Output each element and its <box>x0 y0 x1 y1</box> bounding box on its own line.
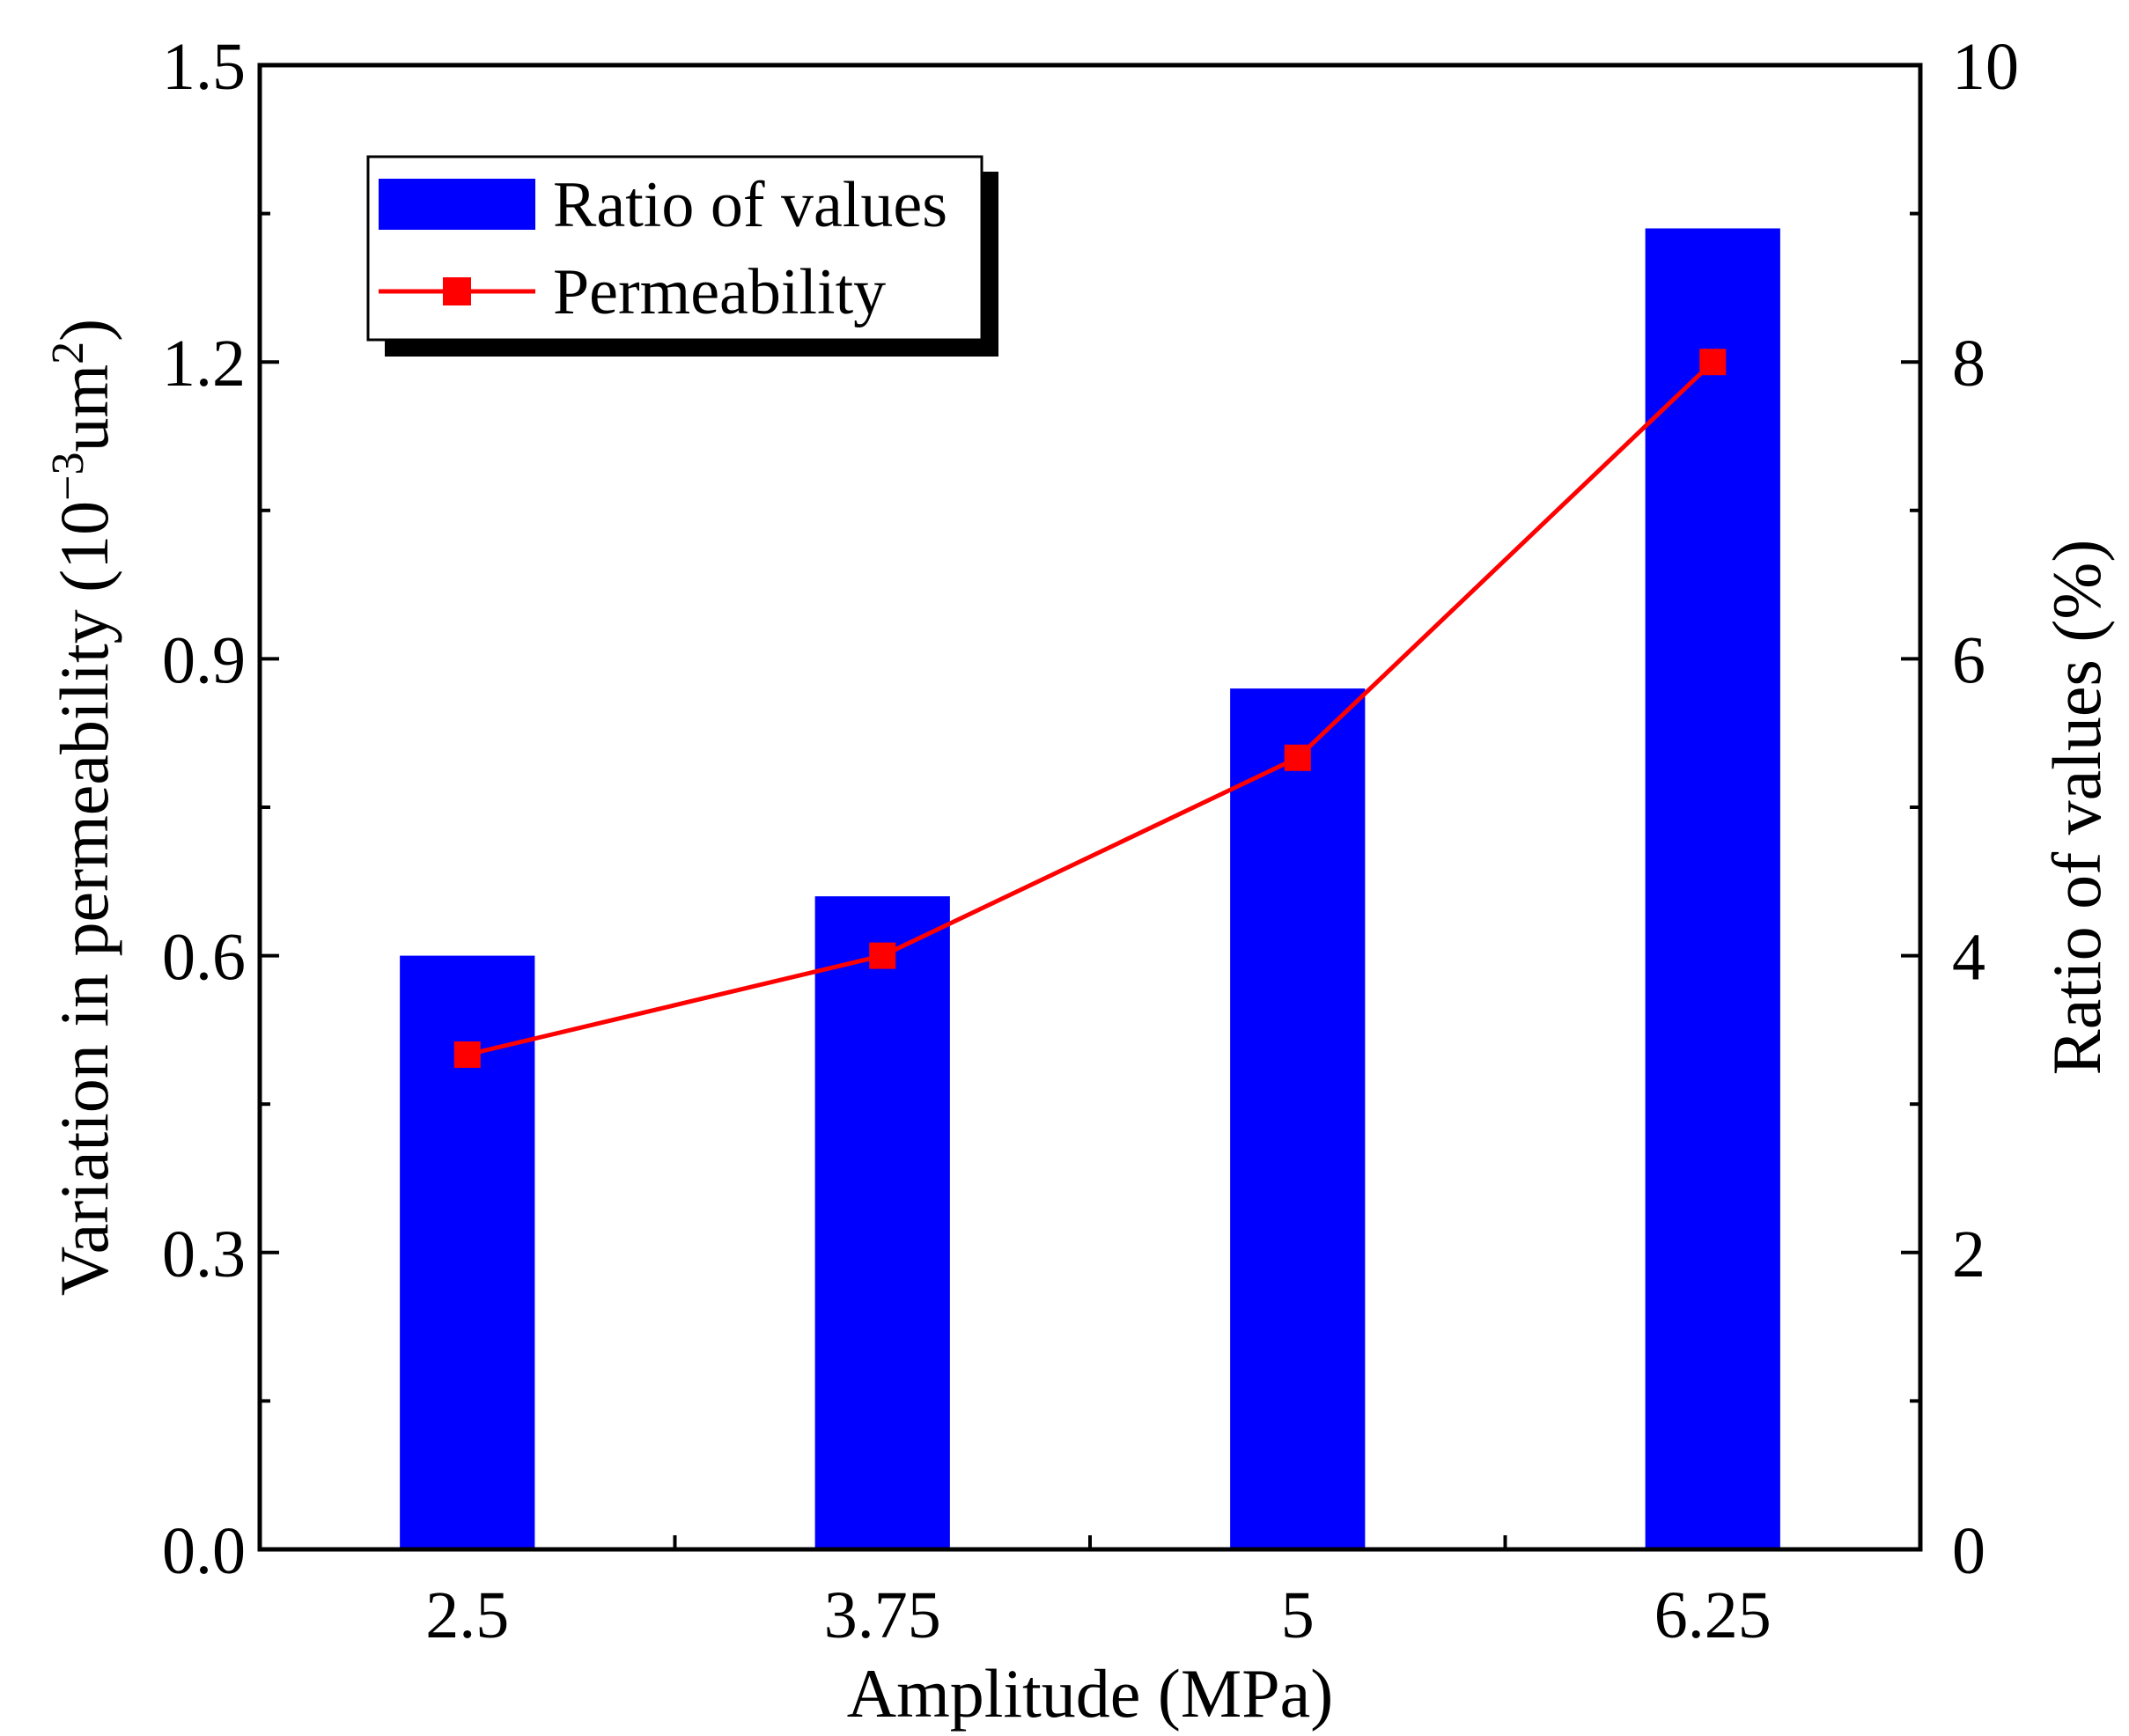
right-tick-label: 0 <box>1952 1514 1985 1588</box>
legend-marker-swatch <box>443 277 471 305</box>
left-axis-title-prefix: Variation in permeability (10 <box>46 501 122 1296</box>
x-tick-label: 2.5 <box>425 1578 509 1652</box>
legend-label-ratio: Ratio of values <box>553 169 947 241</box>
legend-label-permeability: Permeability <box>553 256 886 328</box>
right-axis: 0 2 4 6 8 10 <box>1901 30 2019 1588</box>
right-tick-label: 2 <box>1952 1217 1985 1291</box>
left-tick-label: 0.3 <box>162 1217 246 1291</box>
bar-6.25 <box>1645 228 1780 1550</box>
legend: Ratio of values Permeability <box>366 155 998 357</box>
left-axis: 0.0 0.3 0.6 0.9 1.2 1.5 <box>162 30 279 1588</box>
x-axis-title: Amplitude (MPa) <box>847 1655 1333 1732</box>
permeability-series <box>453 349 1727 1068</box>
right-tick-label: 10 <box>1952 30 2019 104</box>
left-tick-label: 0.6 <box>162 921 246 995</box>
left-tick-label: 0.9 <box>162 623 246 697</box>
left-axis-title-suffix: ) <box>46 319 122 342</box>
x-tick-label: 6.25 <box>1654 1578 1772 1652</box>
left-axis-title: Variation in permeability (10−3um2) <box>43 319 123 1296</box>
permeability-point-2.5 <box>453 1041 481 1068</box>
bar-3.75 <box>814 896 950 1549</box>
x-axis: 2.5 3.75 5 6.25 <box>425 1535 1772 1652</box>
right-tick-label: 4 <box>1952 921 1985 995</box>
left-axis-title-sup2: 2 <box>43 342 93 364</box>
bar-5 <box>1230 688 1366 1549</box>
permeability-point-3.75 <box>869 942 896 969</box>
bar-series <box>400 228 1780 1550</box>
permeability-point-6.25 <box>1699 349 1727 376</box>
x-tick-label: 5 <box>1281 1578 1315 1652</box>
left-tick-label: 1.2 <box>162 327 246 401</box>
right-axis-title: Ratio of values (%) <box>2038 540 2115 1076</box>
permeability-line <box>467 360 1714 1057</box>
right-tick-label: 6 <box>1952 623 1985 697</box>
x-tick-label: 3.75 <box>824 1578 941 1652</box>
left-axis-title-sup1: −3 <box>43 452 93 501</box>
left-axis-title-mid: um <box>46 364 122 452</box>
left-tick-label: 0.0 <box>162 1514 246 1588</box>
legend-bar-swatch <box>379 179 535 230</box>
right-tick-label: 8 <box>1952 327 1985 401</box>
permeability-point-5 <box>1284 744 1311 771</box>
left-tick-label: 1.5 <box>162 30 246 104</box>
